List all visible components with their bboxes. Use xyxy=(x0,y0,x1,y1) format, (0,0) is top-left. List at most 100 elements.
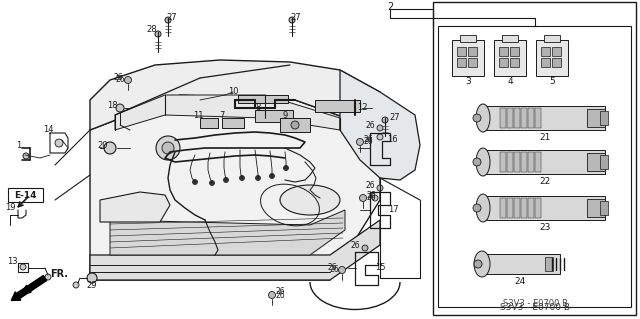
Bar xyxy=(514,198,520,218)
Text: 9: 9 xyxy=(282,110,287,120)
Bar xyxy=(510,47,519,56)
Bar xyxy=(500,152,506,172)
Bar xyxy=(545,257,553,271)
Text: 26: 26 xyxy=(115,76,125,85)
Text: E-14: E-14 xyxy=(13,190,36,199)
Text: 14: 14 xyxy=(43,125,53,135)
Text: 26: 26 xyxy=(327,263,337,271)
Text: 10: 10 xyxy=(228,87,238,97)
Circle shape xyxy=(73,282,79,288)
Bar xyxy=(468,58,477,67)
Text: 12: 12 xyxy=(356,103,367,113)
Bar xyxy=(499,47,508,56)
Bar xyxy=(480,106,605,130)
Text: 15: 15 xyxy=(375,263,385,272)
Circle shape xyxy=(284,166,289,170)
Circle shape xyxy=(209,181,214,186)
Circle shape xyxy=(162,142,174,154)
Circle shape xyxy=(125,77,131,84)
Polygon shape xyxy=(340,70,420,180)
Text: 20: 20 xyxy=(98,140,108,150)
Text: 22: 22 xyxy=(540,177,550,187)
Bar xyxy=(535,198,541,218)
Bar xyxy=(200,118,218,128)
Text: 13: 13 xyxy=(6,257,17,266)
Circle shape xyxy=(155,31,161,37)
Text: S3V3 - E0700 B: S3V3 - E0700 B xyxy=(500,303,570,313)
Polygon shape xyxy=(115,95,340,130)
Circle shape xyxy=(223,177,228,182)
Bar xyxy=(315,100,360,112)
Polygon shape xyxy=(90,220,380,280)
Bar xyxy=(507,198,513,218)
Circle shape xyxy=(372,195,378,201)
Text: 16: 16 xyxy=(387,136,397,145)
Bar xyxy=(452,40,484,76)
Polygon shape xyxy=(90,95,380,280)
Bar xyxy=(457,47,466,56)
Bar xyxy=(468,47,477,56)
Circle shape xyxy=(45,274,51,280)
Circle shape xyxy=(474,260,482,268)
Bar xyxy=(600,201,608,215)
Bar xyxy=(521,198,527,218)
Circle shape xyxy=(473,204,481,212)
Circle shape xyxy=(362,245,368,251)
Bar xyxy=(528,108,534,128)
Text: 26: 26 xyxy=(366,190,376,199)
Text: 2: 2 xyxy=(387,2,393,12)
Text: 26: 26 xyxy=(329,265,339,275)
Text: 26: 26 xyxy=(363,137,373,146)
Circle shape xyxy=(269,174,275,179)
Bar xyxy=(507,108,513,128)
Ellipse shape xyxy=(476,148,490,176)
Bar xyxy=(600,155,608,169)
Bar xyxy=(535,152,541,172)
Circle shape xyxy=(20,264,26,270)
Circle shape xyxy=(473,114,481,122)
Text: 8: 8 xyxy=(255,102,260,112)
Bar xyxy=(541,58,550,67)
Circle shape xyxy=(356,138,364,145)
Text: 23: 23 xyxy=(540,224,550,233)
Bar xyxy=(600,111,608,125)
Circle shape xyxy=(104,142,116,154)
Bar xyxy=(457,58,466,67)
Circle shape xyxy=(23,153,29,159)
Bar xyxy=(494,40,526,76)
Circle shape xyxy=(291,121,299,129)
Bar xyxy=(238,95,288,103)
Bar xyxy=(510,58,519,67)
Bar xyxy=(438,26,631,307)
Text: 1: 1 xyxy=(17,140,22,150)
Text: FR.: FR. xyxy=(50,269,68,279)
Polygon shape xyxy=(100,192,170,222)
Bar xyxy=(587,153,605,171)
Text: 27: 27 xyxy=(166,13,177,23)
Text: 7: 7 xyxy=(220,110,225,120)
Bar xyxy=(587,109,605,127)
Text: 11: 11 xyxy=(193,110,204,120)
Text: 4: 4 xyxy=(507,78,513,86)
Bar xyxy=(528,152,534,172)
Text: 29: 29 xyxy=(87,281,97,291)
Bar xyxy=(433,2,636,315)
Circle shape xyxy=(289,17,295,23)
Text: 21: 21 xyxy=(540,133,550,143)
Circle shape xyxy=(193,180,198,184)
Bar xyxy=(500,198,506,218)
Bar xyxy=(514,108,520,128)
Bar xyxy=(499,58,508,67)
Bar xyxy=(480,196,605,220)
Bar xyxy=(222,118,244,128)
Circle shape xyxy=(269,292,275,299)
Bar xyxy=(528,198,534,218)
Ellipse shape xyxy=(474,251,490,277)
Bar xyxy=(541,47,550,56)
Circle shape xyxy=(116,104,124,112)
Text: 3: 3 xyxy=(465,78,471,86)
Bar xyxy=(507,152,513,172)
Circle shape xyxy=(55,139,63,147)
Bar xyxy=(480,150,605,174)
Circle shape xyxy=(473,158,481,166)
